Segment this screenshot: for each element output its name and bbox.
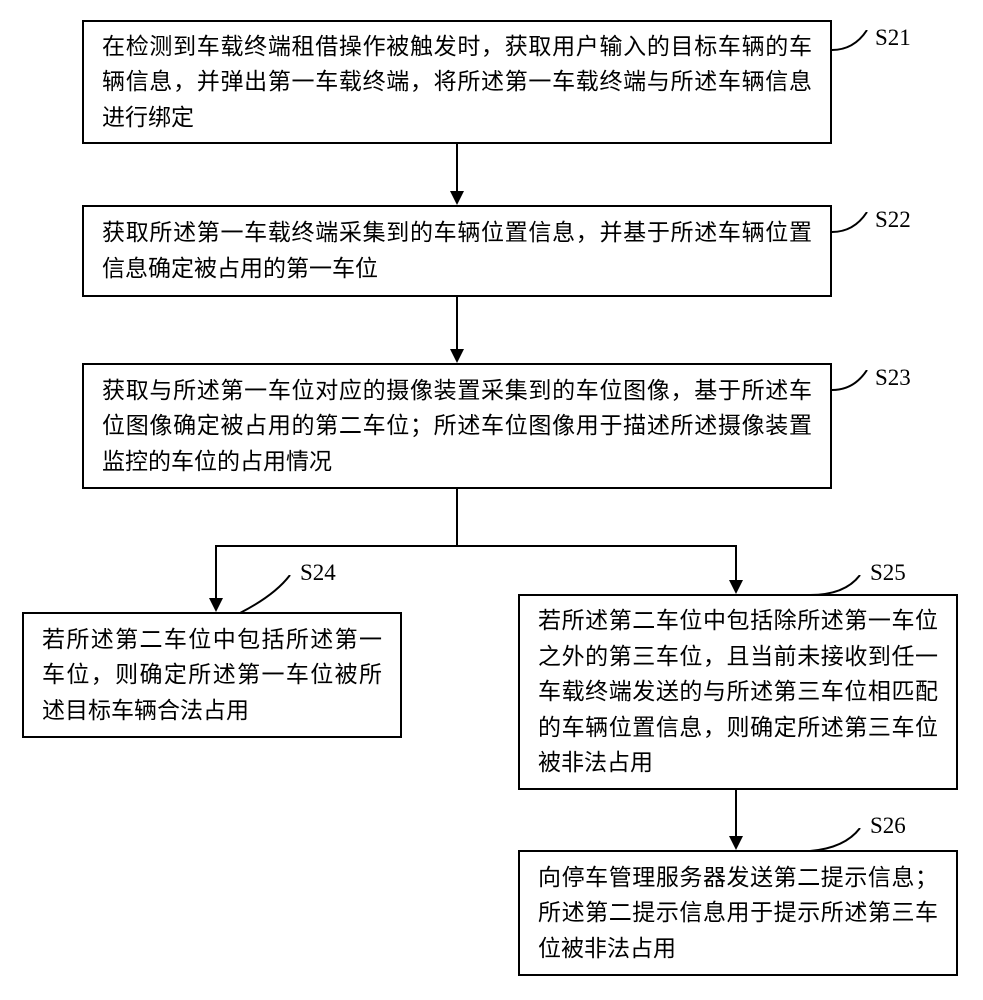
edge-s23-split [456, 489, 458, 546]
flowchart-node-s25: 若所述第二车位中包括除所述第一车位之外的第三车位，且当前未接收到任一车载终端发送… [518, 594, 958, 790]
connector-curve-s26 [810, 828, 870, 868]
edge-s22-s23 [456, 297, 458, 349]
connector-curve-s25 [810, 575, 870, 615]
edge-s21-s22 [456, 144, 458, 192]
node-text: 向停车管理服务器发送第二提示信息；所述第二提示信息用于提示所述第三车位被非法占用 [538, 860, 938, 967]
node-text: 获取与所述第一车位对应的摄像装置采集到的车位图像，基于所述车位图像确定被占用的第… [102, 373, 812, 480]
label-s21: S21 [875, 25, 911, 51]
edge-split-s25 [735, 545, 737, 580]
arrow-head [209, 598, 223, 612]
label-s25: S25 [870, 560, 906, 586]
arrow-head [729, 580, 743, 594]
label-s23: S23 [875, 365, 911, 391]
flowchart-node-s21: 在检测到车载终端租借操作被触发时，获取用户输入的目标车辆的车辆信息，并弹出第一车… [82, 20, 832, 144]
flowchart-node-s22: 获取所述第一车载终端采集到的车辆位置信息，并基于所述车辆位置信息确定被占用的第一… [82, 205, 832, 297]
edge-s25-s26 [735, 790, 737, 836]
arrow-head [450, 191, 464, 205]
label-s26: S26 [870, 813, 906, 839]
arrow-head [450, 349, 464, 363]
edge-split-s24 [215, 545, 217, 598]
flowchart-node-s23: 获取与所述第一车位对应的摄像装置采集到的车位图像，基于所述车位图像确定被占用的第… [82, 363, 832, 489]
label-s24: S24 [300, 560, 336, 586]
node-text: 若所述第二车位中包括所述第一车位，则确定所述第一车位被所述目标车辆合法占用 [42, 622, 382, 729]
flowchart-node-s24: 若所述第二车位中包括所述第一车位，则确定所述第一车位被所述目标车辆合法占用 [22, 612, 402, 738]
label-s22: S22 [875, 207, 911, 233]
split-line [215, 545, 737, 547]
node-text: 在检测到车载终端租借操作被触发时，获取用户输入的目标车辆的车辆信息，并弹出第一车… [102, 29, 812, 136]
node-text: 获取所述第一车载终端采集到的车辆位置信息，并基于所述车辆位置信息确定被占用的第一… [102, 215, 812, 286]
connector-curve-s24 [240, 575, 300, 615]
flowchart-node-s26: 向停车管理服务器发送第二提示信息；所述第二提示信息用于提示所述第三车位被非法占用 [518, 850, 958, 976]
arrow-head [729, 836, 743, 850]
node-text: 若所述第二车位中包括除所述第一车位之外的第三车位，且当前未接收到任一车载终端发送… [538, 603, 938, 781]
